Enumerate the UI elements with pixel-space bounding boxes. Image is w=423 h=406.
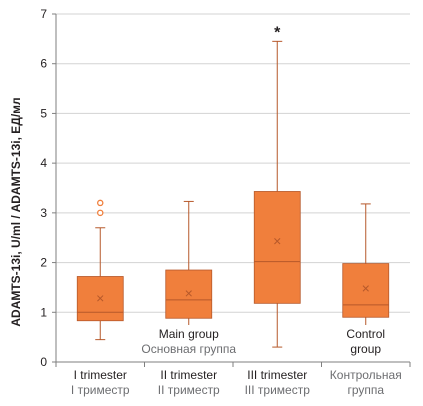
category-label-en: II trimester [160,368,217,382]
category-label-ru: I триместр [71,383,130,397]
outlier-point [97,209,104,217]
category-label-ru: Контрольная [330,368,402,382]
y-tick-label: 0 [40,355,47,369]
mean-marker [97,295,104,302]
y-axis-title: ADAMTS-13i, U/ml / ADAMTS-13i, ЕД/мл [9,97,23,326]
box-group [76,199,124,341]
significance-annotation: * [274,24,281,41]
y-tick-label: 5 [40,106,47,120]
group-label-main: Main group [159,327,219,341]
y-tick-label: 4 [40,156,47,170]
group-label-control-2: group [350,342,381,356]
grid-lines [56,13,410,313]
boxes: * [76,24,390,348]
category-label-ru: II триместр [158,383,220,397]
box-iqr [342,263,390,318]
box-iqr [253,191,301,304]
y-tick-label: 7 [40,7,47,21]
y-tick-label: 1 [40,305,47,319]
box-group [165,200,213,341]
box-group [342,203,390,341]
mean-marker [274,238,281,245]
category-label-ru: III триместр [245,383,311,397]
outlier-point [97,199,104,207]
group-label-main-ru: Основная группа [141,342,236,356]
group-label-control: Control [346,327,385,341]
category-label-en: I trimester [74,368,127,382]
mean-marker [185,290,192,297]
y-tick-label: 6 [40,57,47,71]
y-tick-label: 2 [40,256,47,270]
group-label-bg [339,325,392,357]
mean-marker [362,285,369,292]
category-label-ru: группа [347,383,384,397]
y-axis: 0 1 2 3 4 5 6 7 [40,7,411,369]
box-group [253,40,301,348]
category-label-en: III trimester [247,368,307,382]
y-tick-label: 3 [40,206,47,220]
box-iqr [165,269,213,319]
group-label-bg [138,325,239,357]
